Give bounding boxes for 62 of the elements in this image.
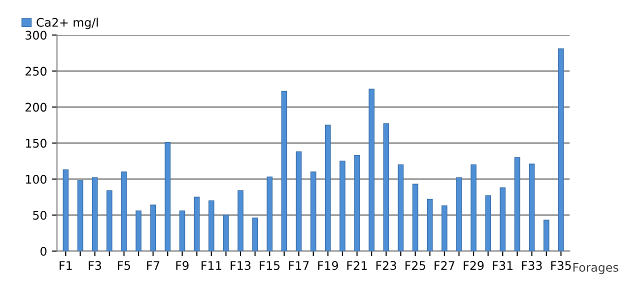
bar [208,200,214,252]
bar [77,180,84,252]
x-tick-label: F29 [464,261,484,270]
y-tick-label: 100 [26,174,46,184]
x-tick-label: F15 [260,261,280,270]
x-tick-label: F21 [347,261,367,270]
bar [500,187,506,252]
y-tick-label: 50 [33,210,46,220]
y-tick-label: 0 [40,246,46,256]
y-tick-label: 300 [26,30,46,40]
x-tick-label: F31 [492,261,513,270]
bar [106,190,112,252]
x-tick-label: F11 [202,261,222,270]
bar [456,177,462,252]
x-tick-label: F27 [434,261,454,270]
bar [543,220,550,252]
bar [426,198,433,252]
bar [398,164,404,252]
x-tick-label: F13 [230,261,250,270]
bar [383,123,390,252]
bar [470,164,476,252]
bar [528,164,535,252]
bar [238,190,244,252]
bar [281,90,288,252]
x-tick-label: F3 [88,261,102,270]
x-tick-label: F5 [118,261,130,270]
bar [368,88,374,252]
bar [558,48,564,252]
bar [325,124,331,252]
bar [92,177,98,252]
x-tick-label: F35 [551,261,571,270]
bar [136,210,142,252]
x-tick-label: F7 [147,261,160,270]
bar [62,169,69,252]
bar [179,210,186,252]
bar [164,142,171,252]
y-tick-label: 250 [26,66,46,76]
x-tick-label: F19 [318,261,338,270]
bar [121,172,127,252]
bar [223,214,229,252]
bar [194,196,200,252]
bar [310,172,316,252]
x-tick-label: F9 [176,261,189,270]
bar [412,184,418,252]
x-tick-label: F23 [376,261,396,270]
bar [442,205,448,252]
y-tick-label: 200 [26,102,46,112]
bar [354,154,360,252]
bar [252,218,258,252]
bar [485,195,492,252]
bar [296,151,302,252]
x-axis-title: Forages [573,263,618,274]
x-tick-label: F17 [289,261,309,270]
legend-label: Ca2+ mg/l [36,18,98,30]
bar [266,176,273,252]
x-tick-label: F33 [522,261,542,270]
y-tick-label: 150 [26,138,46,148]
x-tick-label: F25 [406,261,426,270]
bar [150,204,156,252]
bar [340,160,346,252]
x-tick-label: F1 [60,261,72,270]
bar [514,157,520,252]
